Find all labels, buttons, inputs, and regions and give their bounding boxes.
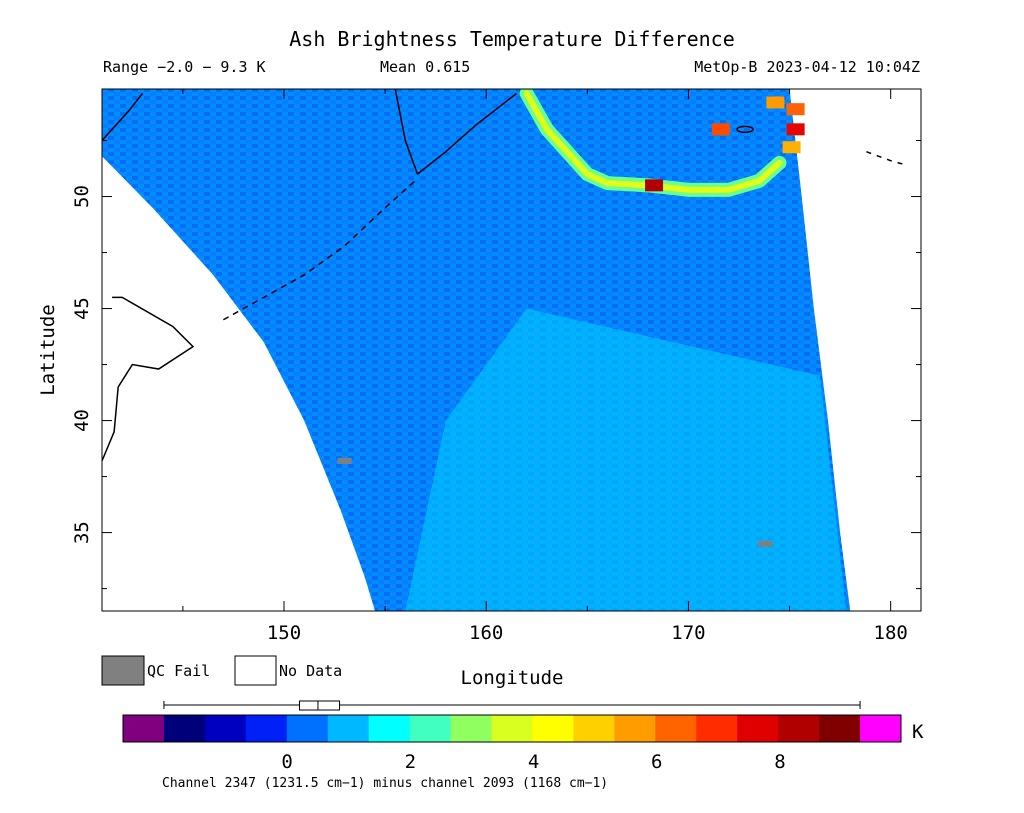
colorbar: 0 2 4 6 8 — [122, 714, 902, 773]
y-axis-label: Latitude — [37, 304, 59, 396]
colorbar-segment — [450, 715, 493, 742]
boxplot-box — [298, 700, 341, 711]
colorbar-frame — [122, 714, 902, 743]
y-tick-label: 40 — [71, 409, 93, 432]
qc-fail-swatch — [101, 655, 145, 686]
range-text: Range −2.0 − 9.3 K — [103, 58, 266, 76]
colorbar-segment — [737, 715, 779, 742]
colorbar-tick-label: 6 — [651, 751, 662, 773]
colorbar-segment — [696, 715, 738, 742]
hot-spot — [782, 141, 801, 154]
mean-text: Mean 0.615 — [380, 58, 470, 76]
colorbar-segment — [123, 715, 165, 742]
coastline-kamchatka-east — [417, 92, 518, 175]
coastline-sakhalin — [102, 93, 144, 142]
x-tick-label: 180 — [874, 622, 908, 644]
hot-spot — [645, 179, 664, 192]
colorbar-segment — [614, 715, 656, 742]
colorbar-tick-label: 0 — [281, 751, 292, 773]
no-data-label: No Data — [279, 662, 342, 680]
colorbar-segment — [819, 715, 861, 742]
coastline-kamchatka — [394, 89, 419, 175]
ash-plume-core — [523, 90, 783, 193]
colorbar-segment — [327, 715, 370, 742]
plot-frame — [101, 88, 922, 612]
x-tick-label: 150 — [267, 622, 301, 644]
colorbar-segment — [163, 715, 206, 742]
x-tick-label: 160 — [469, 622, 503, 644]
y-tick-label: 45 — [71, 297, 93, 320]
coastline-aleutian-islands — [866, 151, 908, 166]
colorbar-segment — [778, 715, 820, 742]
x-axis-label: Longitude — [461, 667, 564, 689]
qc-fail-label: QC Fail — [147, 662, 210, 680]
coastline-kuril-islands — [222, 178, 418, 321]
hot-spot — [786, 103, 805, 116]
no-data-swatch — [234, 655, 277, 686]
colorbar-segment — [573, 715, 615, 742]
colorbar-segment — [286, 715, 329, 742]
qc-fail-pixel — [337, 457, 352, 464]
x-tick-label: 170 — [671, 622, 705, 644]
colorbar-tick-label: 2 — [405, 751, 416, 773]
colorbar-segment — [409, 715, 452, 742]
y-tick-label: 35 — [71, 521, 93, 544]
colorbar-unit: K — [912, 721, 924, 743]
colorbar-segment — [532, 715, 574, 742]
colorbar-segment — [860, 715, 902, 742]
colorbar-segment — [204, 715, 247, 742]
qc-fail-pixel — [758, 540, 773, 547]
coastline-hokkaido — [102, 296, 195, 462]
colorbar-tick-label: 4 — [528, 751, 539, 773]
colorbar-tick-label: 8 — [774, 751, 785, 773]
colorbar-segment — [655, 715, 697, 742]
distribution-boxplot — [163, 700, 861, 711]
colorbar-segment — [368, 715, 411, 742]
y-tick-label: 50 — [71, 185, 93, 208]
coastline-small-island — [736, 125, 754, 134]
hot-spot — [711, 123, 730, 136]
axis-ticks: 150 160 170 180 35 40 45 50 — [71, 89, 921, 644]
colorbar-segment — [491, 715, 533, 742]
warm-region — [405, 308, 847, 611]
colorbar-segment — [245, 715, 288, 742]
chart-title: Ash Brightness Temperature Difference — [289, 27, 735, 51]
hot-spot — [766, 96, 785, 109]
footnote: Channel 2347 (1231.5 cm−1) minus channel… — [162, 776, 608, 791]
plot-area — [102, 89, 908, 611]
source-text: MetOp-B 2023-04-12 10:04Z — [694, 58, 920, 76]
hot-spot — [786, 123, 805, 136]
